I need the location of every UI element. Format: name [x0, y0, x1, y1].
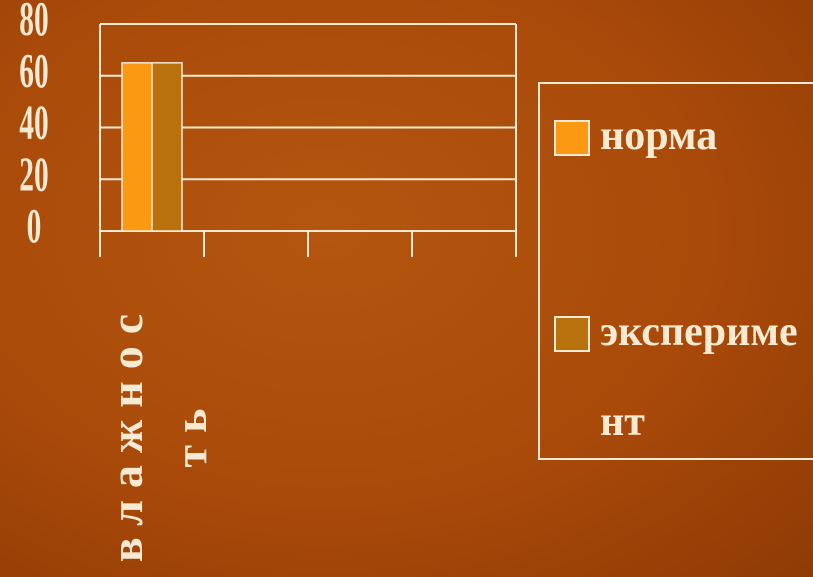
legend-label: норма	[600, 113, 718, 159]
y-tick-label: 60	[19, 43, 48, 97]
bar	[151, 62, 183, 232]
legend-label: эксперимент	[600, 309, 798, 445]
y-tick-label: 20	[19, 147, 48, 201]
y-tick-label: 0	[27, 199, 42, 253]
x-tick-label: влажность	[101, 301, 216, 563]
y-tick-label: 80	[19, 0, 48, 46]
bar	[121, 62, 153, 232]
legend-swatch	[554, 120, 590, 156]
y-tick-label: 40	[19, 95, 48, 149]
legend: норма эксперимент	[538, 82, 813, 460]
legend-swatch	[554, 316, 590, 352]
